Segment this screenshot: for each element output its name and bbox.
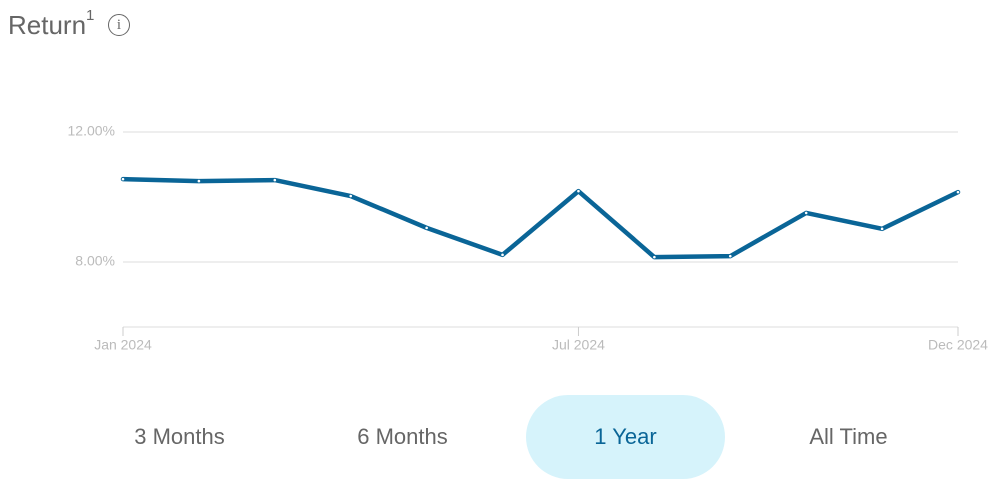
title: Return1: [8, 7, 95, 41]
point: [197, 179, 201, 183]
point: [577, 189, 580, 193]
point: [956, 190, 960, 194]
point: [728, 254, 732, 258]
point: [425, 226, 428, 230]
point: [804, 211, 808, 215]
range-option[interactable]: 6 Months: [357, 424, 448, 449]
point: [273, 178, 277, 182]
range-selector: 3 Months 6 Months 1 Year All Time: [80, 395, 970, 479]
point: [653, 255, 656, 259]
title-note: 1: [86, 7, 95, 25]
point: [501, 253, 504, 257]
y-tick-label: 8.00%: [75, 253, 115, 269]
range-option[interactable]: All Time: [809, 424, 888, 449]
point: [349, 194, 353, 198]
range-option[interactable]: 1 Year: [526, 395, 725, 479]
info-icon[interactable]: i: [108, 14, 130, 36]
x-tick-label: Dec 2024: [928, 337, 988, 353]
title-text: Return: [8, 10, 87, 40]
chart: 8.00% 12.00% Jan 2024 Jul 2024 Dec 2024: [68, 123, 989, 353]
x-tick-label: Jan 2024: [94, 337, 152, 353]
x-tick-label: Jul 2024: [552, 337, 605, 353]
line: [120, 176, 961, 260]
y-tick-label: 12.00%: [68, 123, 115, 139]
point: [121, 177, 125, 181]
range-option[interactable]: 3 Months: [134, 424, 225, 449]
point: [880, 227, 884, 231]
